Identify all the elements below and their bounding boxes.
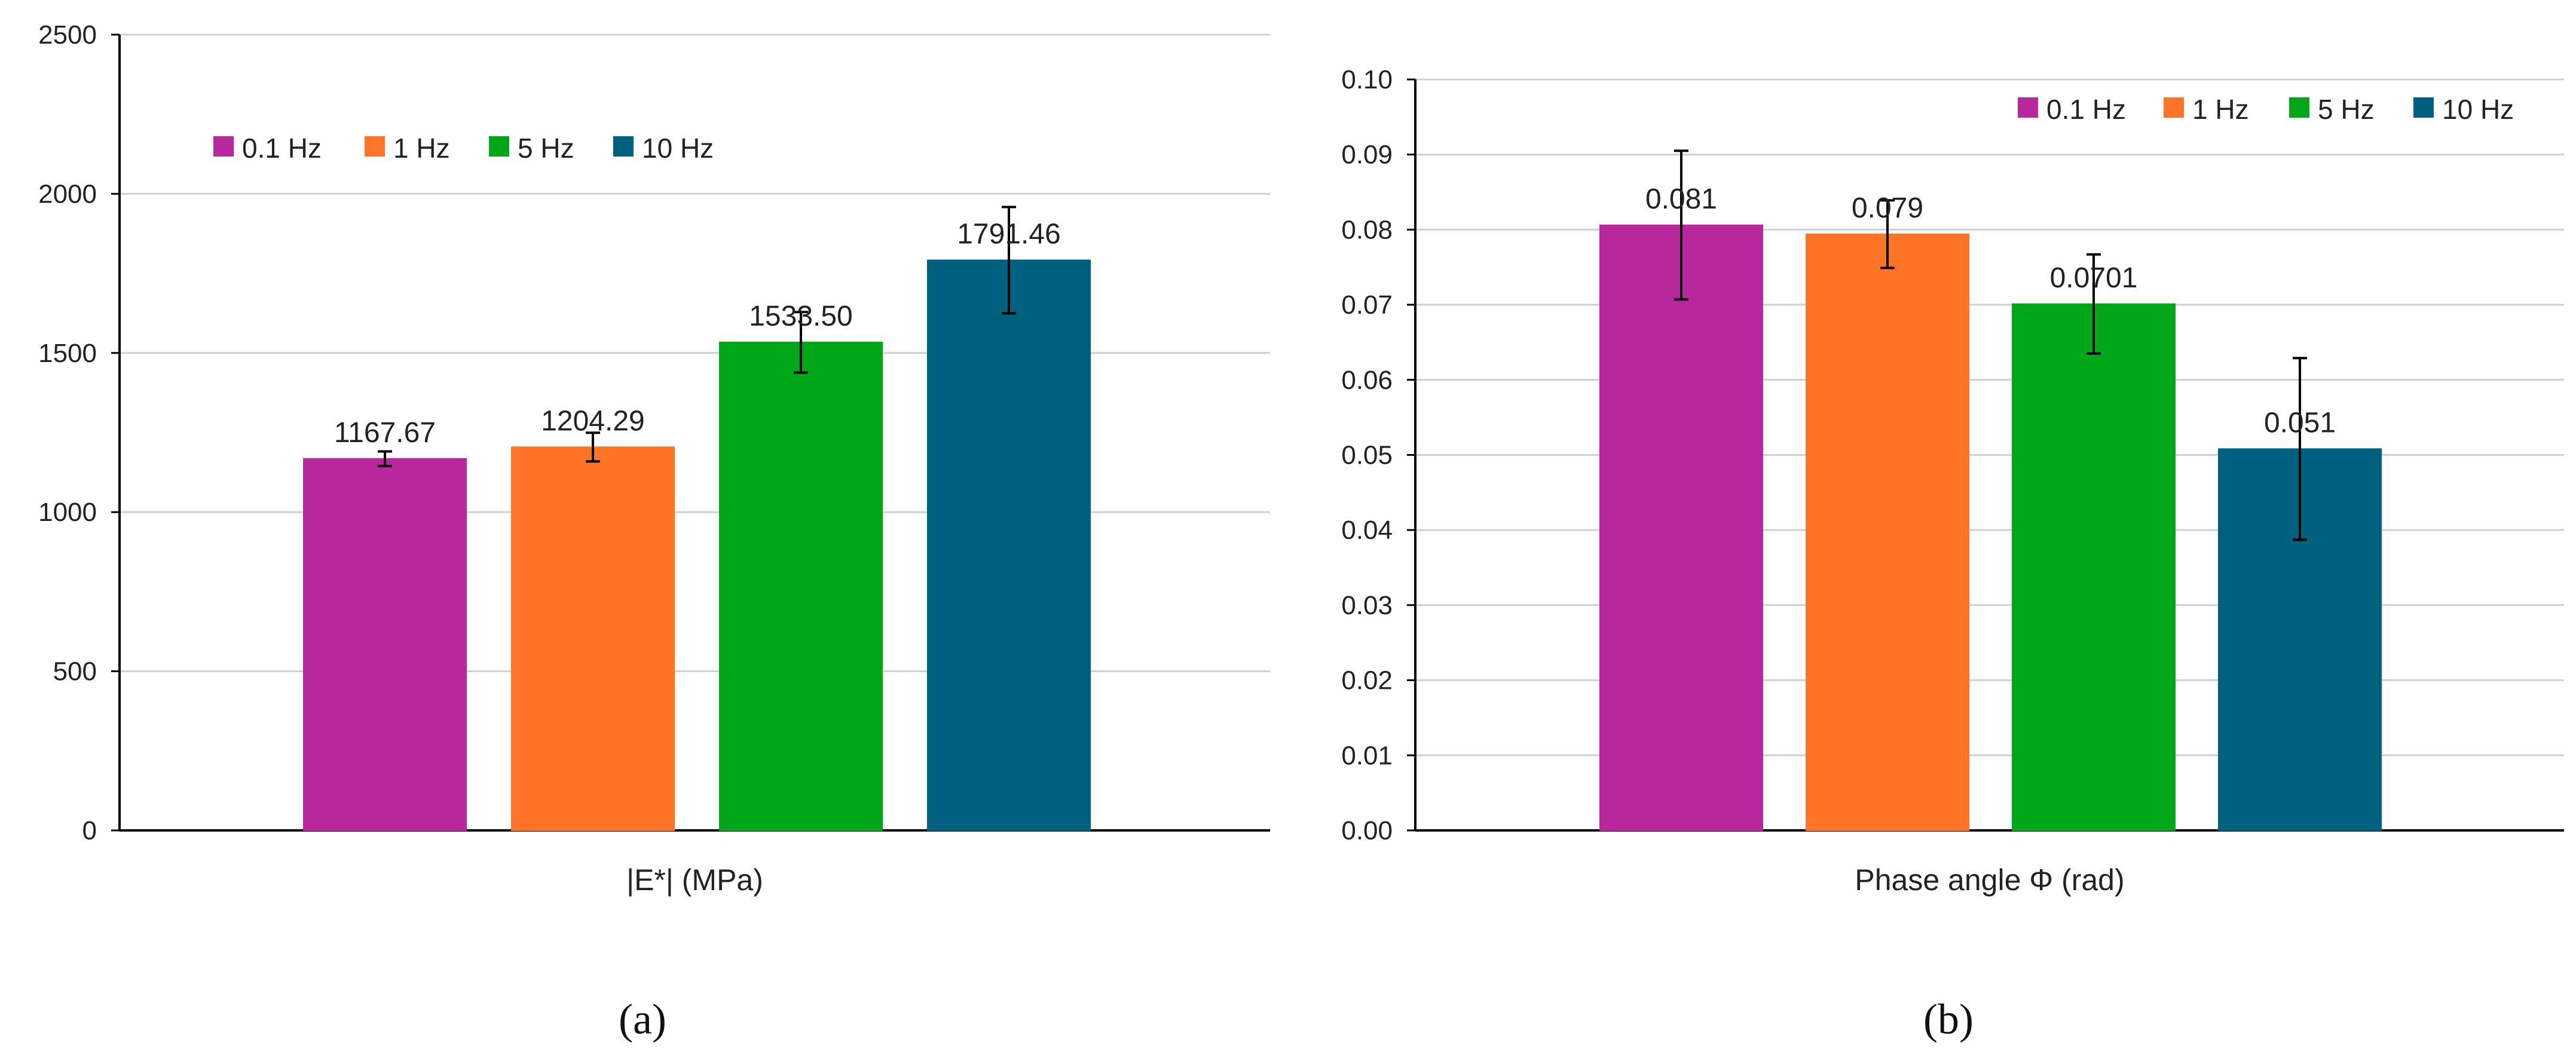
bar-10-hz [927, 259, 1091, 831]
y-tick-label: 1000 [38, 498, 97, 527]
panel-label-b: (b) [1923, 995, 1974, 1043]
legend-entry: 1 Hz [393, 133, 450, 164]
data-label: 0.051 [2264, 407, 2336, 438]
y-tick-label: 0.04 [1341, 516, 1393, 545]
legend-swatch [213, 136, 234, 157]
y-tick-label: 0.06 [1341, 366, 1393, 395]
legend-entry: 10 Hz [2442, 94, 2514, 125]
panel-label-a: (a) [619, 995, 666, 1043]
bar-1-hz [1806, 233, 1969, 831]
y-tick-label: 1500 [38, 339, 97, 368]
legend-swatch [2018, 97, 2038, 118]
legend-entry: 5 Hz [2318, 94, 2375, 125]
bar-5-hz [2012, 303, 2176, 831]
y-tick-label: 0.10 [1341, 65, 1393, 94]
legend-swatch [365, 136, 385, 157]
x-axis-label: |E*| (MPa) [626, 863, 763, 897]
legend-entry: 10 Hz [642, 133, 714, 164]
legend-entry: 5 Hz [518, 133, 574, 164]
legend-swatch [489, 136, 509, 157]
y-tick-label: 0.02 [1341, 666, 1393, 695]
y-tick-label: 0.09 [1341, 140, 1393, 170]
y-tick-label: 0.07 [1341, 290, 1393, 320]
x-axis-label: Phase angle Φ (rad) [1855, 863, 2124, 897]
bar-0-1-hz [1599, 224, 1763, 832]
y-tick-label: 2500 [38, 20, 97, 50]
data-label: 0.081 [1645, 183, 1717, 215]
chart-a: 0 500 1000 1500 2000 2500 1167.67 1204.29 1533.5… [38, 20, 1270, 897]
data-label: 0.0701 [2050, 262, 2138, 294]
y-tick-label: 0.01 [1341, 741, 1393, 770]
legend-swatch [613, 136, 634, 157]
legend-entry: 0.1 Hz [242, 133, 322, 164]
chart-b: 0.00 0.01 0.02 0.03 0.04 0.05 0.06 0.07 0.08 0.09… [1341, 65, 2564, 897]
data-label: 0.079 [1852, 192, 1923, 224]
data-label: 1167.67 [334, 417, 436, 449]
y-tick-label: 0.00 [1341, 816, 1393, 845]
bar-5-hz [719, 341, 883, 831]
y-tick-label: 500 [53, 657, 97, 686]
y-tick-label: 0 [82, 816, 97, 845]
y-tick-label: 0.08 [1341, 215, 1393, 244]
legend-swatch [2413, 97, 2434, 118]
data-label: 1204.29 [541, 405, 645, 437]
legend-entry: 0.1 Hz [2046, 94, 2126, 125]
y-tick-label: 0.05 [1341, 441, 1393, 470]
data-label: 1533.50 [749, 300, 853, 332]
y-tick-label: 0.03 [1341, 591, 1393, 620]
bar-0-1-hz [303, 458, 467, 831]
data-label: 1791.46 [957, 219, 1061, 250]
legend-swatch [2289, 97, 2309, 118]
bar-1-hz [511, 446, 675, 831]
legend-swatch [2164, 97, 2184, 118]
legend-entry: 1 Hz [2192, 94, 2249, 125]
y-tick-label: 2000 [38, 179, 97, 208]
